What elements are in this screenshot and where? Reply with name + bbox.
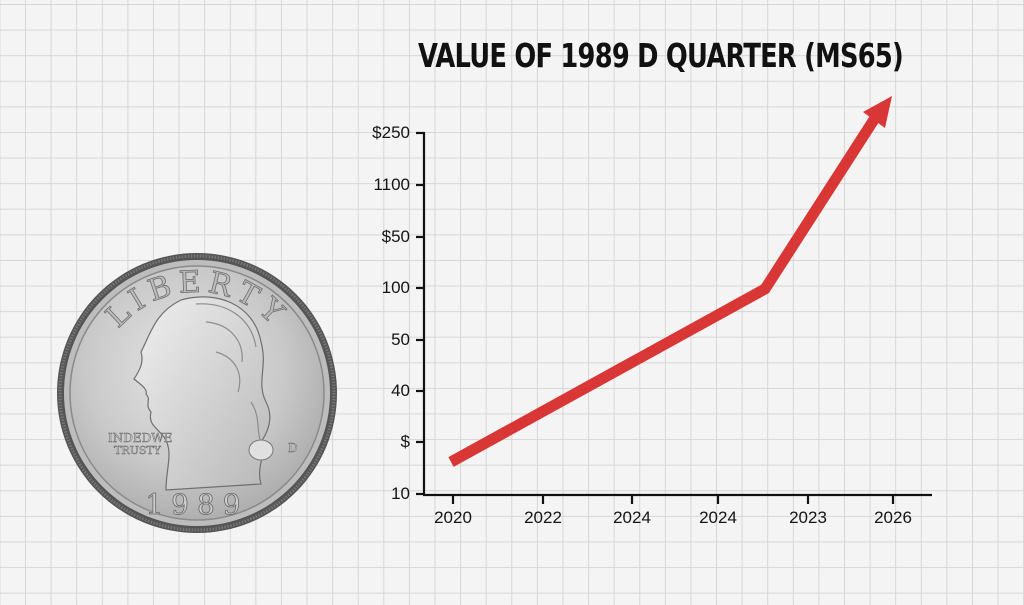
y-tick-label: $50 bbox=[381, 227, 410, 246]
x-axis bbox=[423, 493, 932, 504]
y-tick-label: 100 bbox=[381, 278, 410, 297]
quarter-coin-illustration: LIBERTY INDEDWE TRUSTY D 1989 bbox=[57, 253, 337, 533]
y-tick-label: $ bbox=[400, 432, 410, 451]
coin-year: 1989 bbox=[145, 488, 248, 521]
hair-ribbon bbox=[248, 439, 274, 461]
x-tick-label: 2024 bbox=[613, 508, 651, 527]
value-line-series bbox=[448, 96, 892, 467]
y-tick-label: 40 bbox=[391, 381, 410, 400]
mint-mark: D bbox=[288, 441, 298, 455]
y-tick-label: 1100 bbox=[373, 175, 410, 194]
x-tick-label: 2023 bbox=[789, 508, 827, 527]
x-tick-label: 2022 bbox=[524, 508, 562, 527]
washington-profile bbox=[133, 296, 271, 491]
y-tick-label: 10 bbox=[391, 484, 410, 503]
x-tick-label: 2024 bbox=[699, 508, 737, 527]
arrowhead-icon bbox=[863, 96, 892, 128]
motto-line1: INDEDWE bbox=[108, 431, 172, 445]
y-tick-label: $250 bbox=[372, 123, 410, 142]
x-tick-label: 2026 bbox=[874, 508, 912, 527]
y-tick-label: 50 bbox=[391, 330, 410, 349]
motto-line2: TRUSTY bbox=[114, 444, 162, 457]
x-tick-label: 2020 bbox=[434, 508, 472, 527]
y-axis bbox=[416, 131, 426, 496]
